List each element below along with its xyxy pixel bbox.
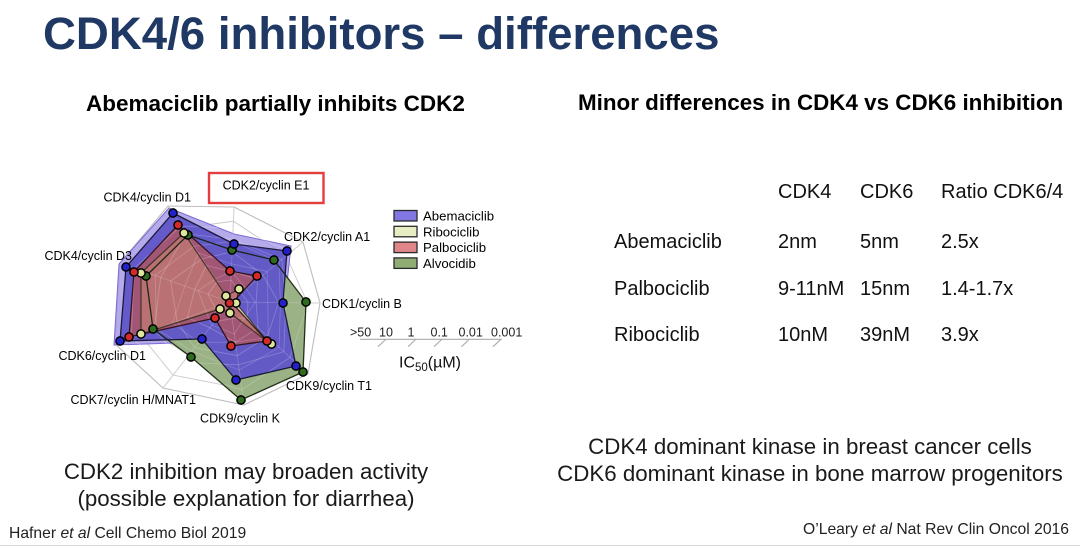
svg-text:CDK1/cyclin B: CDK1/cyclin B xyxy=(322,297,402,311)
svg-text:1: 1 xyxy=(408,325,415,339)
svg-text:CDK4/cyclin D3: CDK4/cyclin D3 xyxy=(44,249,132,263)
svg-text:CDK9/cyclin T1: CDK9/cyclin T1 xyxy=(286,379,372,393)
svg-text:CDK2/cyclin A1: CDK2/cyclin A1 xyxy=(284,230,370,244)
svg-text:CDK4/cyclin D1: CDK4/cyclin D1 xyxy=(103,191,191,205)
svg-text:CDK9/cyclin K: CDK9/cyclin K xyxy=(200,412,281,426)
svg-text:Abemaciclib: Abemaciclib xyxy=(423,209,494,224)
svg-text:0.1: 0.1 xyxy=(431,325,448,339)
svg-text:Palbociclib: Palbociclib xyxy=(423,240,486,255)
svg-text:10: 10 xyxy=(379,325,393,339)
svg-text:Ribociclib: Ribociclib xyxy=(423,224,479,239)
svg-text:CDK7/cyclin H/MNAT1: CDK7/cyclin H/MNAT1 xyxy=(71,393,197,407)
svg-text:CDK2/cyclin E1: CDK2/cyclin E1 xyxy=(223,179,310,193)
svg-text:Alvocidib: Alvocidib xyxy=(423,256,476,271)
svg-text:>50: >50 xyxy=(350,325,371,339)
svg-text:0.01: 0.01 xyxy=(459,325,483,339)
svg-text:0.001: 0.001 xyxy=(491,325,522,339)
svg-text:IC50(µM): IC50(µM) xyxy=(399,355,461,375)
svg-text:CDK6/cyclin D1: CDK6/cyclin D1 xyxy=(58,349,146,363)
